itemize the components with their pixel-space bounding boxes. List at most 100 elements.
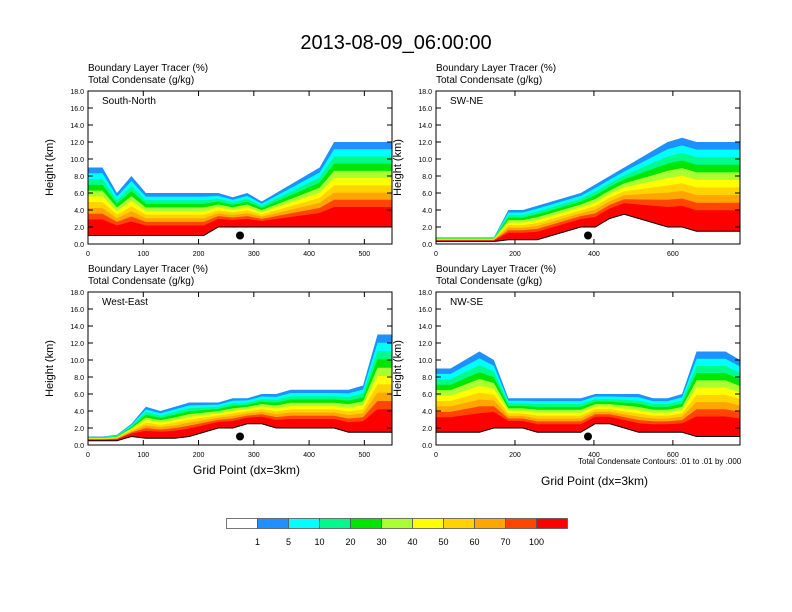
y-axis-label: Height (km) xyxy=(44,139,56,196)
x-tick-label: 600 xyxy=(667,452,679,459)
panel-title-condensate: Total Condensate (g/kg) xyxy=(436,276,543,287)
y-tick-label: 12.0 xyxy=(70,341,84,348)
panel-name: West-East xyxy=(102,297,148,308)
terrain-line xyxy=(88,423,392,442)
plot-frame xyxy=(435,90,741,245)
x-tick-label: 0 xyxy=(434,452,438,459)
colorbar-label: 100 xyxy=(529,537,544,547)
y-tick-label: 12.0 xyxy=(418,341,432,348)
colorbar-swatch xyxy=(412,518,444,529)
x-tick-label: 0 xyxy=(86,251,90,258)
location-marker xyxy=(236,432,244,441)
x-tick-label: 200 xyxy=(193,251,205,258)
colorbar-label: 70 xyxy=(500,537,510,547)
x-tick-label: 500 xyxy=(359,251,371,258)
x-tick-label: 0 xyxy=(86,452,90,459)
plot-frame xyxy=(87,90,393,245)
y-tick-label: 18.0 xyxy=(418,89,432,96)
y-tick-label: 10.0 xyxy=(70,358,84,365)
panel-title-tracer: Boundary Layer Tracer (%) xyxy=(436,63,557,74)
y-tick-label: 16.0 xyxy=(418,307,432,314)
colorbar-label: 60 xyxy=(469,537,479,547)
tracer-layer-10 xyxy=(88,207,392,236)
colorbar-label: 30 xyxy=(376,537,386,547)
x-tick-label: 0 xyxy=(434,251,438,258)
y-tick-label: 12.0 xyxy=(418,140,432,147)
plot-frame xyxy=(435,291,741,446)
panel-name: South-North xyxy=(102,96,156,107)
y-axis-label: Height (km) xyxy=(392,139,404,196)
panel-south-north: 0.0 2.0 4.0 6.0 8.0 10.0 12.0 14.0 16.0 18.0 0 100 2… xyxy=(44,89,393,258)
y-tick-label: 0.0 xyxy=(74,242,84,249)
x-tick-label: 400 xyxy=(588,452,600,459)
colorbar-swatch xyxy=(381,518,413,529)
panel-name: SW-NE xyxy=(450,96,483,107)
panel-title-tracer: Boundary Layer Tracer (%) xyxy=(88,264,209,275)
colorbar-swatch xyxy=(505,518,537,529)
x-tick-label: 200 xyxy=(509,452,521,459)
colorbar-label: 20 xyxy=(345,537,355,547)
colorbar-swatch xyxy=(350,518,382,529)
y-tick-label: 14.0 xyxy=(418,324,432,331)
colorbar-swatch xyxy=(474,518,506,529)
y-tick-label: 4.0 xyxy=(74,409,84,416)
tracer-layer-10 xyxy=(436,412,740,437)
y-tick-label: 2.0 xyxy=(74,426,84,433)
location-marker xyxy=(584,231,592,240)
x-tick-label: 300 xyxy=(248,251,260,258)
panel-title-tracer: Boundary Layer Tracer (%) xyxy=(88,63,209,74)
tracer-layer-10 xyxy=(436,203,740,242)
y-tick-label: 8.0 xyxy=(74,174,84,181)
x-tick-label: 600 xyxy=(667,251,679,258)
panel-sw-ne: 0.0 2.0 4.0 6.0 8.0 10.0 12.0 14.0 16.0 18.0 0 200 4… xyxy=(392,89,741,258)
colorbar-swatch xyxy=(319,518,351,529)
panel-name: NW-SE xyxy=(450,297,483,308)
y-axis-label: Height (km) xyxy=(392,340,404,397)
colorbar-swatch xyxy=(257,518,289,529)
y-tick-label: 2.0 xyxy=(422,426,432,433)
y-tick-label: 8.0 xyxy=(422,174,432,181)
panel-title-tracer: Boundary Layer Tracer (%) xyxy=(436,264,557,275)
x-axis-label: Grid Point (dx=3km) xyxy=(193,463,301,477)
y-tick-label: 4.0 xyxy=(422,208,432,215)
y-tick-label: 16.0 xyxy=(418,106,432,113)
location-marker xyxy=(236,231,244,240)
y-tick-label: 18.0 xyxy=(70,89,84,96)
y-tick-label: 6.0 xyxy=(422,191,432,198)
y-tick-label: 10.0 xyxy=(70,157,84,164)
figure-title: 2013-08-09_06:00:00 xyxy=(300,32,492,54)
y-tick-label: 18.0 xyxy=(418,290,432,297)
panel-west-east: 0.0 2.0 4.0 6.0 8.0 10.0 12.0 14.0 16.0 18.0 0 100 2… xyxy=(44,290,393,459)
colorbar-swatch xyxy=(226,518,258,529)
y-tick-label: 14.0 xyxy=(70,123,84,130)
x-tick-label: 400 xyxy=(303,251,315,258)
y-tick-label: 12.0 xyxy=(70,140,84,147)
y-tick-label: 18.0 xyxy=(70,290,84,297)
y-tick-label: 0.0 xyxy=(422,242,432,249)
x-tick-label: 100 xyxy=(137,251,149,258)
y-tick-label: 10.0 xyxy=(418,157,432,164)
x-tick-label: 400 xyxy=(588,251,600,258)
terrain-line xyxy=(88,226,392,236)
y-tick-label: 8.0 xyxy=(422,375,432,382)
colorbar: 1 5 10 20 30 40 50 60 70 100 xyxy=(226,518,568,547)
x-tick-label: 300 xyxy=(248,452,260,459)
y-tick-label: 0.0 xyxy=(422,443,432,450)
y-tick-label: 14.0 xyxy=(70,324,84,331)
y-tick-label: 6.0 xyxy=(74,191,84,198)
y-tick-label: 6.0 xyxy=(74,392,84,399)
terrain-line xyxy=(436,213,740,242)
colorbar-swatch xyxy=(536,518,568,529)
y-tick-label: 14.0 xyxy=(418,123,432,130)
y-tick-label: 2.0 xyxy=(74,225,84,232)
contour-note: Total Condensate Contours: .01 to .01 by… xyxy=(578,457,742,466)
x-tick-label: 200 xyxy=(509,251,521,258)
colorbar-label: 5 xyxy=(286,537,291,547)
colorbar-label: 40 xyxy=(407,537,417,547)
location-marker xyxy=(584,432,592,441)
plot-frame xyxy=(87,291,393,446)
y-tick-label: 4.0 xyxy=(74,208,84,215)
colorbar-label: 1 xyxy=(255,537,260,547)
panel-title-condensate: Total Condensate (g/kg) xyxy=(436,75,543,86)
panel-title-condensate: Total Condensate (g/kg) xyxy=(88,75,195,86)
